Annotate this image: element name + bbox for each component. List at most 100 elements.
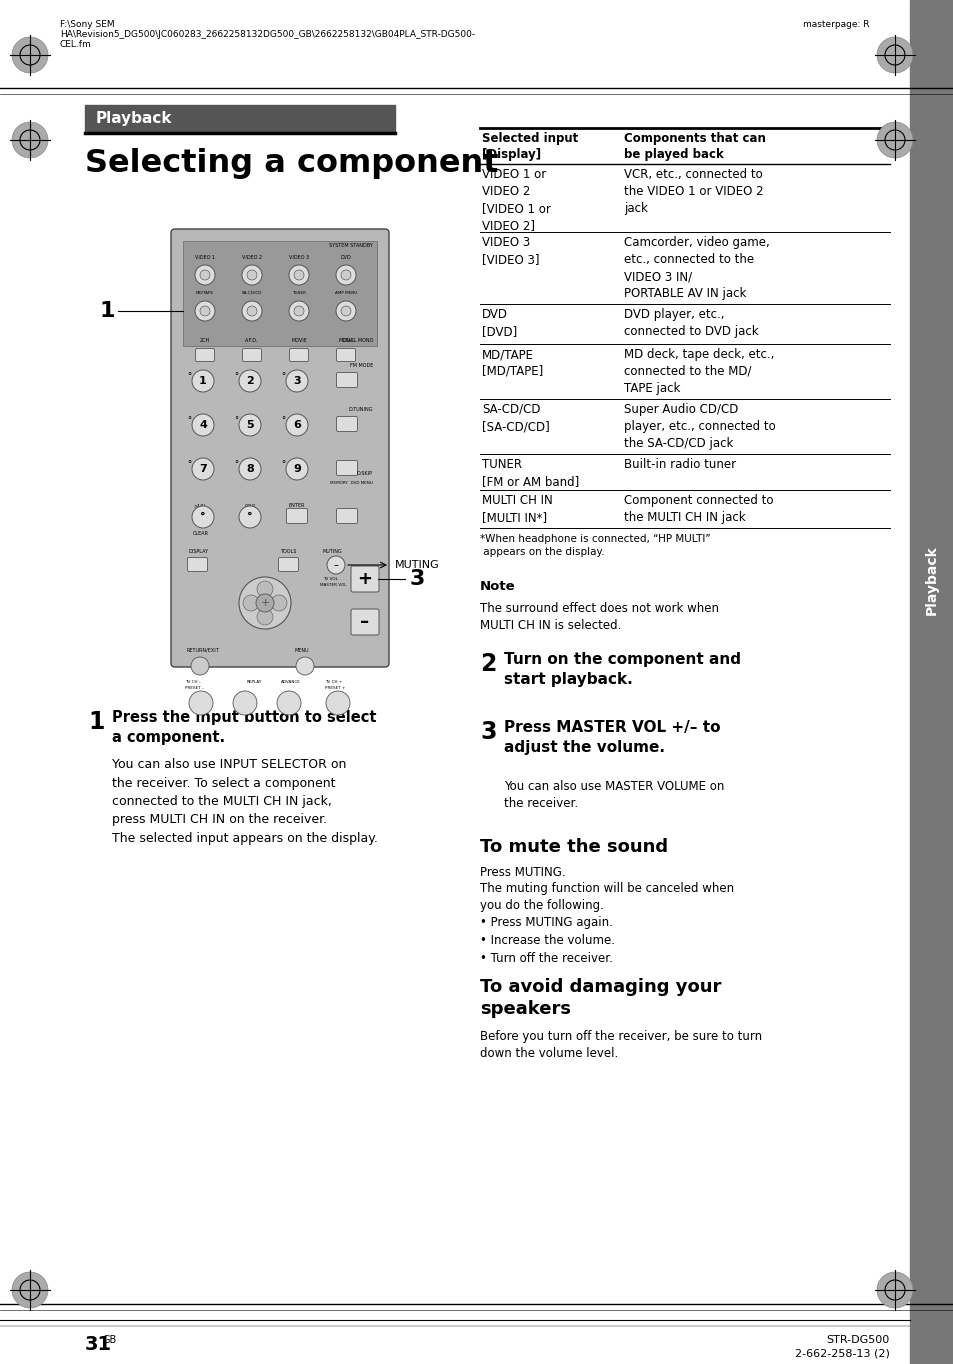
FancyBboxPatch shape [195,348,214,361]
Text: VIDEO 1 or
VIDEO 2
[VIDEO 1 or
VIDEO 2]: VIDEO 1 or VIDEO 2 [VIDEO 1 or VIDEO 2] [481,168,550,232]
Text: Built-in radio tuner: Built-in radio tuner [623,458,736,471]
FancyBboxPatch shape [289,348,308,361]
Text: °: ° [233,416,238,426]
Text: SA-CD/CD
[SA-CD/CD]: SA-CD/CD [SA-CD/CD] [481,402,549,432]
Text: The muting function will be canceled when
you do the following.: The muting function will be canceled whe… [479,883,734,913]
Text: 5: 5 [246,420,253,430]
Text: D.TUNING: D.TUNING [348,406,373,412]
Text: MUSIC: MUSIC [337,338,354,342]
Text: CEL.fm: CEL.fm [60,40,91,49]
Text: VIDEO 3: VIDEO 3 [289,255,309,261]
Circle shape [256,581,273,597]
FancyBboxPatch shape [336,372,357,387]
Circle shape [12,121,48,158]
Circle shape [200,306,210,316]
Circle shape [286,458,308,480]
Circle shape [271,595,287,611]
Text: STR-DG500: STR-DG500 [826,1335,889,1345]
Circle shape [239,458,261,480]
Circle shape [12,37,48,74]
Text: MD deck, tape deck, etc.,
connected to the MD/
TAPE jack: MD deck, tape deck, etc., connected to t… [623,348,774,396]
Text: 4: 4 [199,420,207,430]
Text: 2: 2 [246,376,253,386]
FancyBboxPatch shape [286,509,307,524]
Text: 1: 1 [88,711,104,734]
Circle shape [239,415,261,436]
Text: –: – [334,561,338,570]
Text: °: ° [187,461,191,469]
FancyBboxPatch shape [336,461,357,476]
Text: AMP MENU: AMP MENU [335,291,356,295]
FancyBboxPatch shape [278,558,298,572]
Circle shape [191,657,209,675]
Text: DVD
[DVD]: DVD [DVD] [481,308,517,338]
Circle shape [243,595,258,611]
Circle shape [247,306,256,316]
Text: °: ° [233,461,238,469]
Text: D.SKIP: D.SKIP [356,471,373,476]
Text: -/--: -/-- [193,510,200,516]
Circle shape [289,301,309,321]
Text: SYSTEM STANDBY: SYSTEM STANDBY [329,243,373,248]
Text: °: ° [200,512,206,522]
Text: HA\Revision5_DG500\JC060283_2662258132DG500_GB\2662258132\GB04PLA_STR-DG500-: HA\Revision5_DG500\JC060283_2662258132DG… [60,30,475,40]
Circle shape [247,270,256,280]
Text: Before you turn off the receiver, be sure to turn
down the volume level.: Before you turn off the receiver, be sur… [479,1030,761,1060]
Text: FM MODE: FM MODE [349,363,373,368]
Text: 31: 31 [85,1335,112,1354]
Text: PRESET –: PRESET – [185,686,204,690]
Text: • Press MUTING again.: • Press MUTING again. [479,917,612,929]
Bar [85,105,395,134]
Text: • Turn off the receiver.: • Turn off the receiver. [479,952,612,964]
Text: 9: 9 [293,464,300,475]
Circle shape [239,577,291,629]
Text: °: ° [187,416,191,426]
Text: Press MASTER VOL +/– to
adjust the volume.: Press MASTER VOL +/– to adjust the volum… [503,720,720,754]
Text: 6: 6 [293,420,300,430]
Circle shape [239,506,261,528]
Circle shape [12,1273,48,1308]
Text: VIDEO 1: VIDEO 1 [194,255,214,261]
Text: Playback: Playback [924,546,938,615]
Circle shape [239,370,261,391]
Circle shape [289,265,309,285]
Circle shape [876,121,912,158]
Text: 7: 7 [199,464,207,475]
Text: Component connected to
the MULTI CH IN jack: Component connected to the MULTI CH IN j… [623,494,773,524]
Text: +: + [357,570,372,588]
Text: MUTING: MUTING [323,548,342,554]
Text: VIDEO 2: VIDEO 2 [242,255,262,261]
Text: Note: Note [479,580,515,593]
Text: Components that can
be played back: Components that can be played back [623,132,765,161]
Text: VIDEO 3
[VIDEO 3]: VIDEO 3 [VIDEO 3] [481,236,539,266]
Text: TOOLS: TOOLS [280,548,296,554]
Text: F:\Sony SEM: F:\Sony SEM [60,20,114,29]
Circle shape [192,458,213,480]
Text: MULTI CH IN
[MULTI IN*]: MULTI CH IN [MULTI IN*] [481,494,552,524]
Text: MD/TAPE
[MD/TAPE]: MD/TAPE [MD/TAPE] [481,348,542,378]
Text: masterpage: R: masterpage: R [802,20,869,29]
Text: Press the input button to select
a component.: Press the input button to select a compo… [112,711,376,745]
Text: 1: 1 [100,301,115,321]
Text: TV CH +: TV CH + [325,681,342,683]
Text: >10/.: >10/. [193,503,206,507]
Circle shape [294,270,304,280]
FancyBboxPatch shape [351,608,378,636]
Text: Selecting a component: Selecting a component [85,149,498,179]
FancyBboxPatch shape [351,566,378,592]
Circle shape [286,415,308,436]
Text: –: – [360,612,369,632]
Text: ENTER: ENTER [289,503,305,507]
Text: Playback: Playback [96,112,172,127]
Circle shape [192,415,213,436]
Circle shape [286,370,308,391]
Text: ADVANCE: ADVANCE [281,681,300,683]
Circle shape [335,301,355,321]
Circle shape [326,692,350,715]
Text: *When headphone is connected, “HP MULTI”
 appears on the display.: *When headphone is connected, “HP MULTI”… [479,533,710,558]
Text: SA-CD/CD: SA-CD/CD [241,291,262,295]
Circle shape [256,608,273,625]
Circle shape [276,692,301,715]
Text: MASTER VOL: MASTER VOL [319,582,346,587]
Text: DISPLAY: DISPLAY [189,548,209,554]
